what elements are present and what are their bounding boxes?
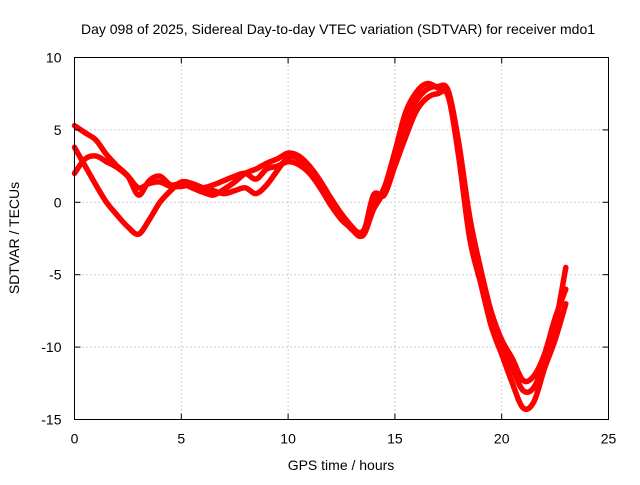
x-axis-label: GPS time / hours <box>288 457 395 473</box>
y-tick-label: 10 <box>46 50 62 66</box>
series-layer <box>71 80 569 413</box>
grid-layer <box>74 57 609 420</box>
x-tick-label: 0 <box>71 431 79 447</box>
chart-title: Day 098 of 2025, Sidereal Day-to-day VTE… <box>81 21 595 37</box>
plot-frame <box>74 57 609 420</box>
series-line-trace-b <box>71 88 569 413</box>
y-tick-label: -15 <box>41 412 61 428</box>
tick-layer <box>74 57 609 420</box>
tick-label-layer: 0 5 10 15 20 25 -15 -10 -5 0 5 10 <box>41 50 616 447</box>
x-tick-label: 10 <box>280 431 296 447</box>
y-tick-label: -10 <box>41 339 61 355</box>
x-tick-label: 25 <box>601 431 617 447</box>
x-tick-label: 20 <box>494 431 510 447</box>
y-tick-label: 5 <box>54 122 62 138</box>
y-tick-label: -5 <box>49 267 62 283</box>
y-tick-label: 0 <box>54 194 62 210</box>
x-tick-label: 15 <box>387 431 403 447</box>
x-tick-label: 5 <box>177 431 185 447</box>
series-line-trace-c <box>71 80 569 396</box>
y-axis-label: SDTVAR / TECUs <box>6 182 22 294</box>
